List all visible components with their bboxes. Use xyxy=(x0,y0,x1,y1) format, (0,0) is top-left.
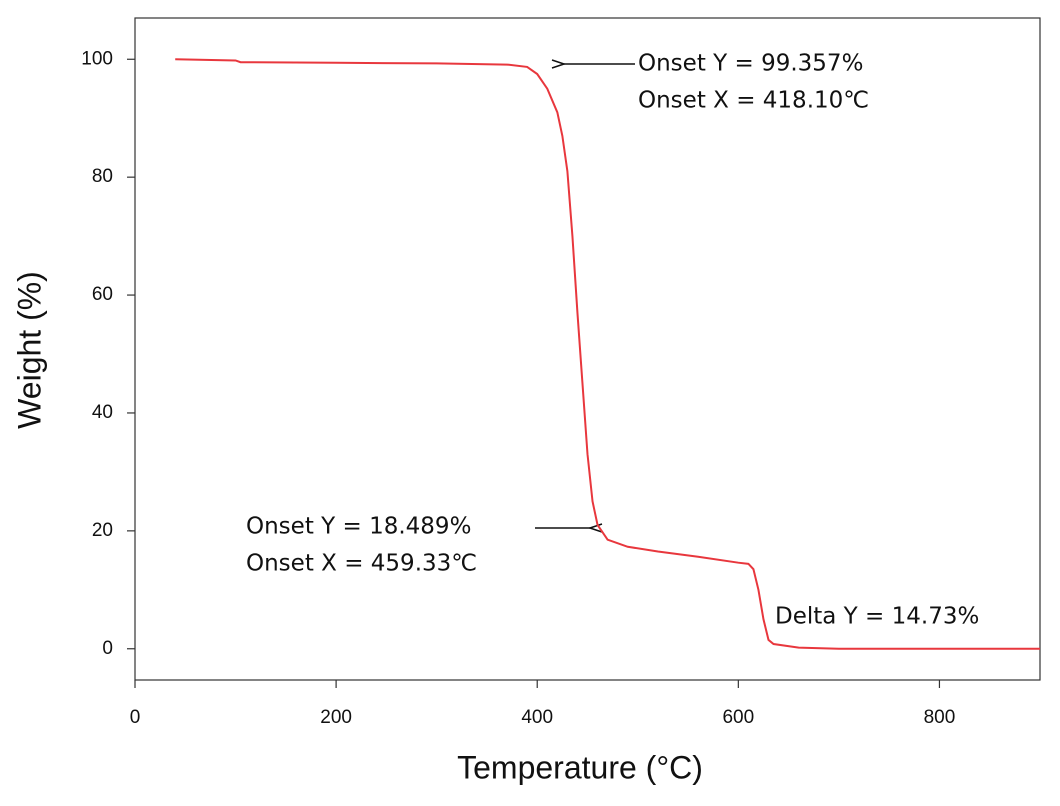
annotation: Delta Y = 14.73% xyxy=(775,604,979,630)
y-tick-label: 60 xyxy=(92,284,113,305)
y-axis-label: Weight (%) xyxy=(11,271,47,429)
y-tick-label: 20 xyxy=(92,520,113,541)
x-tick-label: 200 xyxy=(320,707,352,728)
annotation: Onset Y = 99.357% xyxy=(638,51,863,77)
plot-frame xyxy=(134,17,1041,681)
x-tick-label: 400 xyxy=(521,707,553,728)
x-tick-label: 600 xyxy=(722,707,754,728)
y-tick-label: 80 xyxy=(92,166,113,187)
data-line xyxy=(175,58,1040,650)
annotation: Onset X = 459.33℃ xyxy=(246,551,477,577)
x-tick-label: 0 xyxy=(130,707,141,728)
annotation: Onset X = 418.10℃ xyxy=(638,88,869,114)
y-tick-label: 100 xyxy=(81,48,113,69)
y-tick-label: 0 xyxy=(102,638,113,659)
x-tick-label: 800 xyxy=(924,707,956,728)
y-tick-label: 40 xyxy=(92,402,113,423)
x-axis-label: Temperature (°C) xyxy=(457,749,703,785)
annotation: Onset Y = 18.489% xyxy=(246,514,471,540)
